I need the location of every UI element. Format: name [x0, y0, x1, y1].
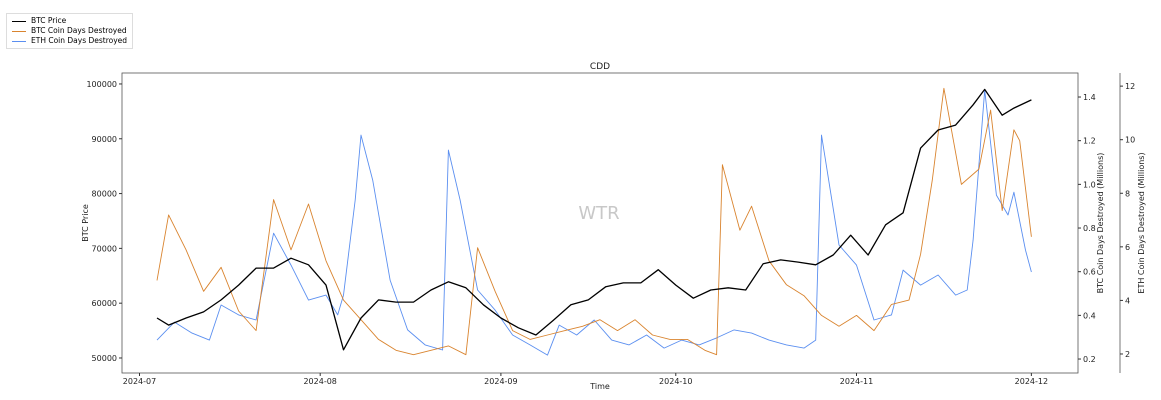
legend-swatch-btc-cdd	[12, 30, 26, 32]
legend-item: ETH Coin Days Destroyed	[12, 36, 127, 46]
y-right-tick-label: 1.2	[1083, 137, 1096, 146]
legend-label: BTC Price	[31, 16, 67, 25]
y-right-tick-label: 1.4	[1083, 93, 1096, 102]
y-tick-label: 50000	[92, 354, 117, 363]
y-axis-right2-label: ETH Coin Days Destroyed (Millions)	[1137, 152, 1146, 293]
y-right2-tick-label: 4	[1125, 296, 1130, 305]
y-right2-tick-label: 6	[1125, 243, 1130, 252]
axes-layer: 2024-07 2024-08 2024-09 2024-10 2024-11 2024-…	[86, 72, 1135, 386]
y-right-tick-label: 0.2	[1083, 355, 1096, 364]
x-tick-label: 2024-11	[840, 377, 873, 386]
x-tick-label: 2024-08	[303, 377, 336, 386]
legend: BTC Price BTC Coin Days Destroyed ETH Co…	[6, 13, 134, 49]
y-tick-label: 60000	[92, 299, 117, 308]
legend-swatch-eth-cdd	[12, 40, 26, 42]
x-tick-label: 2024-12	[1015, 377, 1048, 386]
y-axis-label: BTC Price	[81, 204, 90, 242]
y-right-tick-label: 0.8	[1083, 224, 1096, 233]
y-tick-label: 70000	[92, 244, 117, 253]
y-right-tick-label: 0.6	[1083, 268, 1096, 277]
legend-label: BTC Coin Days Destroyed	[31, 26, 127, 35]
y-right2-tick-label: 8	[1125, 189, 1130, 198]
series-layer	[156, 87, 1032, 356]
y-right-tick-label: 1.0	[1083, 180, 1096, 189]
watermark: WTR	[578, 203, 619, 224]
x-tick-label: 2024-07	[123, 377, 156, 386]
x-tick-label: 2024-09	[484, 377, 517, 386]
y-tick-label: 100000	[86, 80, 117, 89]
y-right2-tick-label: 10	[1125, 136, 1135, 145]
series-line-eth-coin-days-destroyed	[156, 89, 1032, 356]
legend-label: ETH Coin Days Destroyed	[31, 36, 128, 45]
y-right-tick-label: 0.4	[1083, 311, 1096, 320]
y-right2-tick-label: 2	[1125, 350, 1130, 359]
chart-title: CDD	[590, 62, 610, 72]
x-tick-label: 2024-10	[659, 377, 692, 386]
y-axis-right-label: BTC Coin Days Destroyed (Millions)	[1096, 153, 1105, 294]
series-line-btc-price	[156, 88, 1032, 351]
legend-swatch-btc-price	[12, 20, 26, 22]
y-right2-tick-label: 12	[1125, 82, 1135, 91]
plot-frame	[121, 72, 1079, 374]
legend-item: BTC Price	[12, 16, 127, 26]
y-tick-label: 90000	[92, 135, 117, 144]
legend-item: BTC Coin Days Destroyed	[12, 26, 127, 36]
y-tick-label: 80000	[92, 190, 117, 199]
series-line-btc-coin-days-destroyed	[156, 87, 1032, 356]
x-axis-label: Time	[589, 382, 610, 391]
